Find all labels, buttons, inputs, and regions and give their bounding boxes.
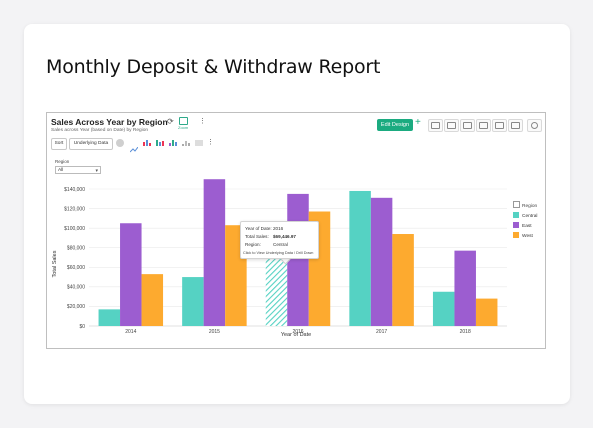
y-tick-label: $0 bbox=[79, 324, 85, 330]
legend-item-central[interactable]: Central bbox=[513, 212, 537, 219]
tooltip: Year of Date: 2016 Total Sales: $69,446.… bbox=[240, 221, 319, 259]
card: Monthly Deposit & Withdraw Report Sales … bbox=[24, 24, 570, 404]
bar-east-2017[interactable] bbox=[371, 198, 393, 326]
bar-central-2017[interactable] bbox=[349, 191, 371, 326]
bar-central-2015[interactable] bbox=[182, 277, 204, 326]
bar-west-2017[interactable] bbox=[392, 234, 414, 326]
bar-west-2014[interactable] bbox=[142, 274, 164, 326]
x-tick-label: 2015 bbox=[209, 329, 220, 335]
x-tick-label: 2014 bbox=[125, 329, 136, 335]
tooltip-footer[interactable]: Click to View Underlying Data / Drill Do… bbox=[243, 251, 313, 255]
bar-east-2014[interactable] bbox=[120, 223, 142, 326]
y-tick-label: $20,000 bbox=[67, 304, 85, 310]
bar-central-2018[interactable] bbox=[433, 292, 455, 326]
y-tick-label: $100,000 bbox=[64, 226, 85, 232]
y-tick-label: $120,000 bbox=[64, 206, 85, 212]
bar-east-2015[interactable] bbox=[204, 179, 226, 326]
legend: Region Central East West bbox=[513, 201, 537, 242]
x-tick-label: 2018 bbox=[460, 329, 471, 335]
bar-west-2018[interactable] bbox=[476, 299, 498, 326]
legend-item-west[interactable]: West bbox=[513, 232, 537, 239]
bar-east-2016[interactable] bbox=[287, 194, 309, 326]
page-title: Monthly Deposit & Withdraw Report bbox=[46, 56, 380, 78]
y-axis-label: Total Sales bbox=[52, 250, 58, 277]
report-screenshot: Sales Across Year by Region Sales across… bbox=[46, 112, 546, 349]
y-tick-label: $40,000 bbox=[67, 285, 85, 291]
y-tick-label: $80,000 bbox=[67, 246, 85, 252]
x-tick-label: 2017 bbox=[376, 329, 387, 335]
tooltip-sales-label: Total Sales: bbox=[245, 234, 269, 239]
tooltip-region-label: Region: bbox=[245, 242, 261, 247]
legend-item-east[interactable]: East bbox=[513, 222, 537, 229]
y-tick-label: $60,000 bbox=[67, 265, 85, 271]
tooltip-year-label: Year of Date: bbox=[245, 226, 272, 231]
tooltip-region-value: Central bbox=[273, 242, 288, 247]
bar-central-2014[interactable] bbox=[99, 309, 121, 326]
y-tick-label: $140,000 bbox=[64, 187, 85, 193]
tooltip-year-value: 2016 bbox=[273, 226, 283, 231]
bar-central-2016[interactable] bbox=[266, 258, 288, 326]
tooltip-sales-value: $69,446.97 bbox=[273, 234, 296, 239]
x-axis-label: Year of Date bbox=[281, 332, 311, 338]
legend-title[interactable]: Region bbox=[513, 201, 537, 209]
bar-east-2018[interactable] bbox=[454, 251, 476, 326]
